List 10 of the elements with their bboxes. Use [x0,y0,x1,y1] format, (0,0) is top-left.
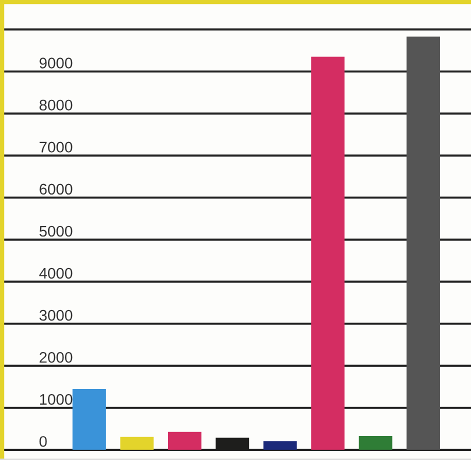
y-tick-label: 0 [39,436,47,447]
y-tick-label: 1000 [40,394,72,405]
y-tick-label: 4000 [39,268,72,279]
y-tick-label: 5000 [40,226,72,237]
y-tick-label: 2000 [40,352,72,363]
y-tick-label: 8000 [40,100,72,111]
y-tick-label: 9000 [40,58,72,68]
y-tick-label: 7000 [40,142,72,153]
y-tick-label: 3000 [39,310,72,321]
y-tick-label: 6000 [40,184,72,195]
